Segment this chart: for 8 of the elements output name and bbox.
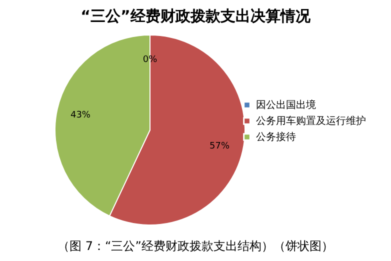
data-label: 57% xyxy=(210,142,230,152)
text: 0% xyxy=(142,54,158,65)
data-label: 43% xyxy=(70,110,91,120)
legend-label: 公务用车购置及运行维护 xyxy=(256,115,366,127)
text: （图 7：“三公”经费财政拨款支出结构）（饼状图） xyxy=(58,239,334,253)
chart-title: “三公”经费财政拨款支出决算情况 xyxy=(80,7,312,25)
legend-label: 因公出国出境 xyxy=(256,99,316,111)
legend-label: 公务接待 xyxy=(256,131,296,143)
